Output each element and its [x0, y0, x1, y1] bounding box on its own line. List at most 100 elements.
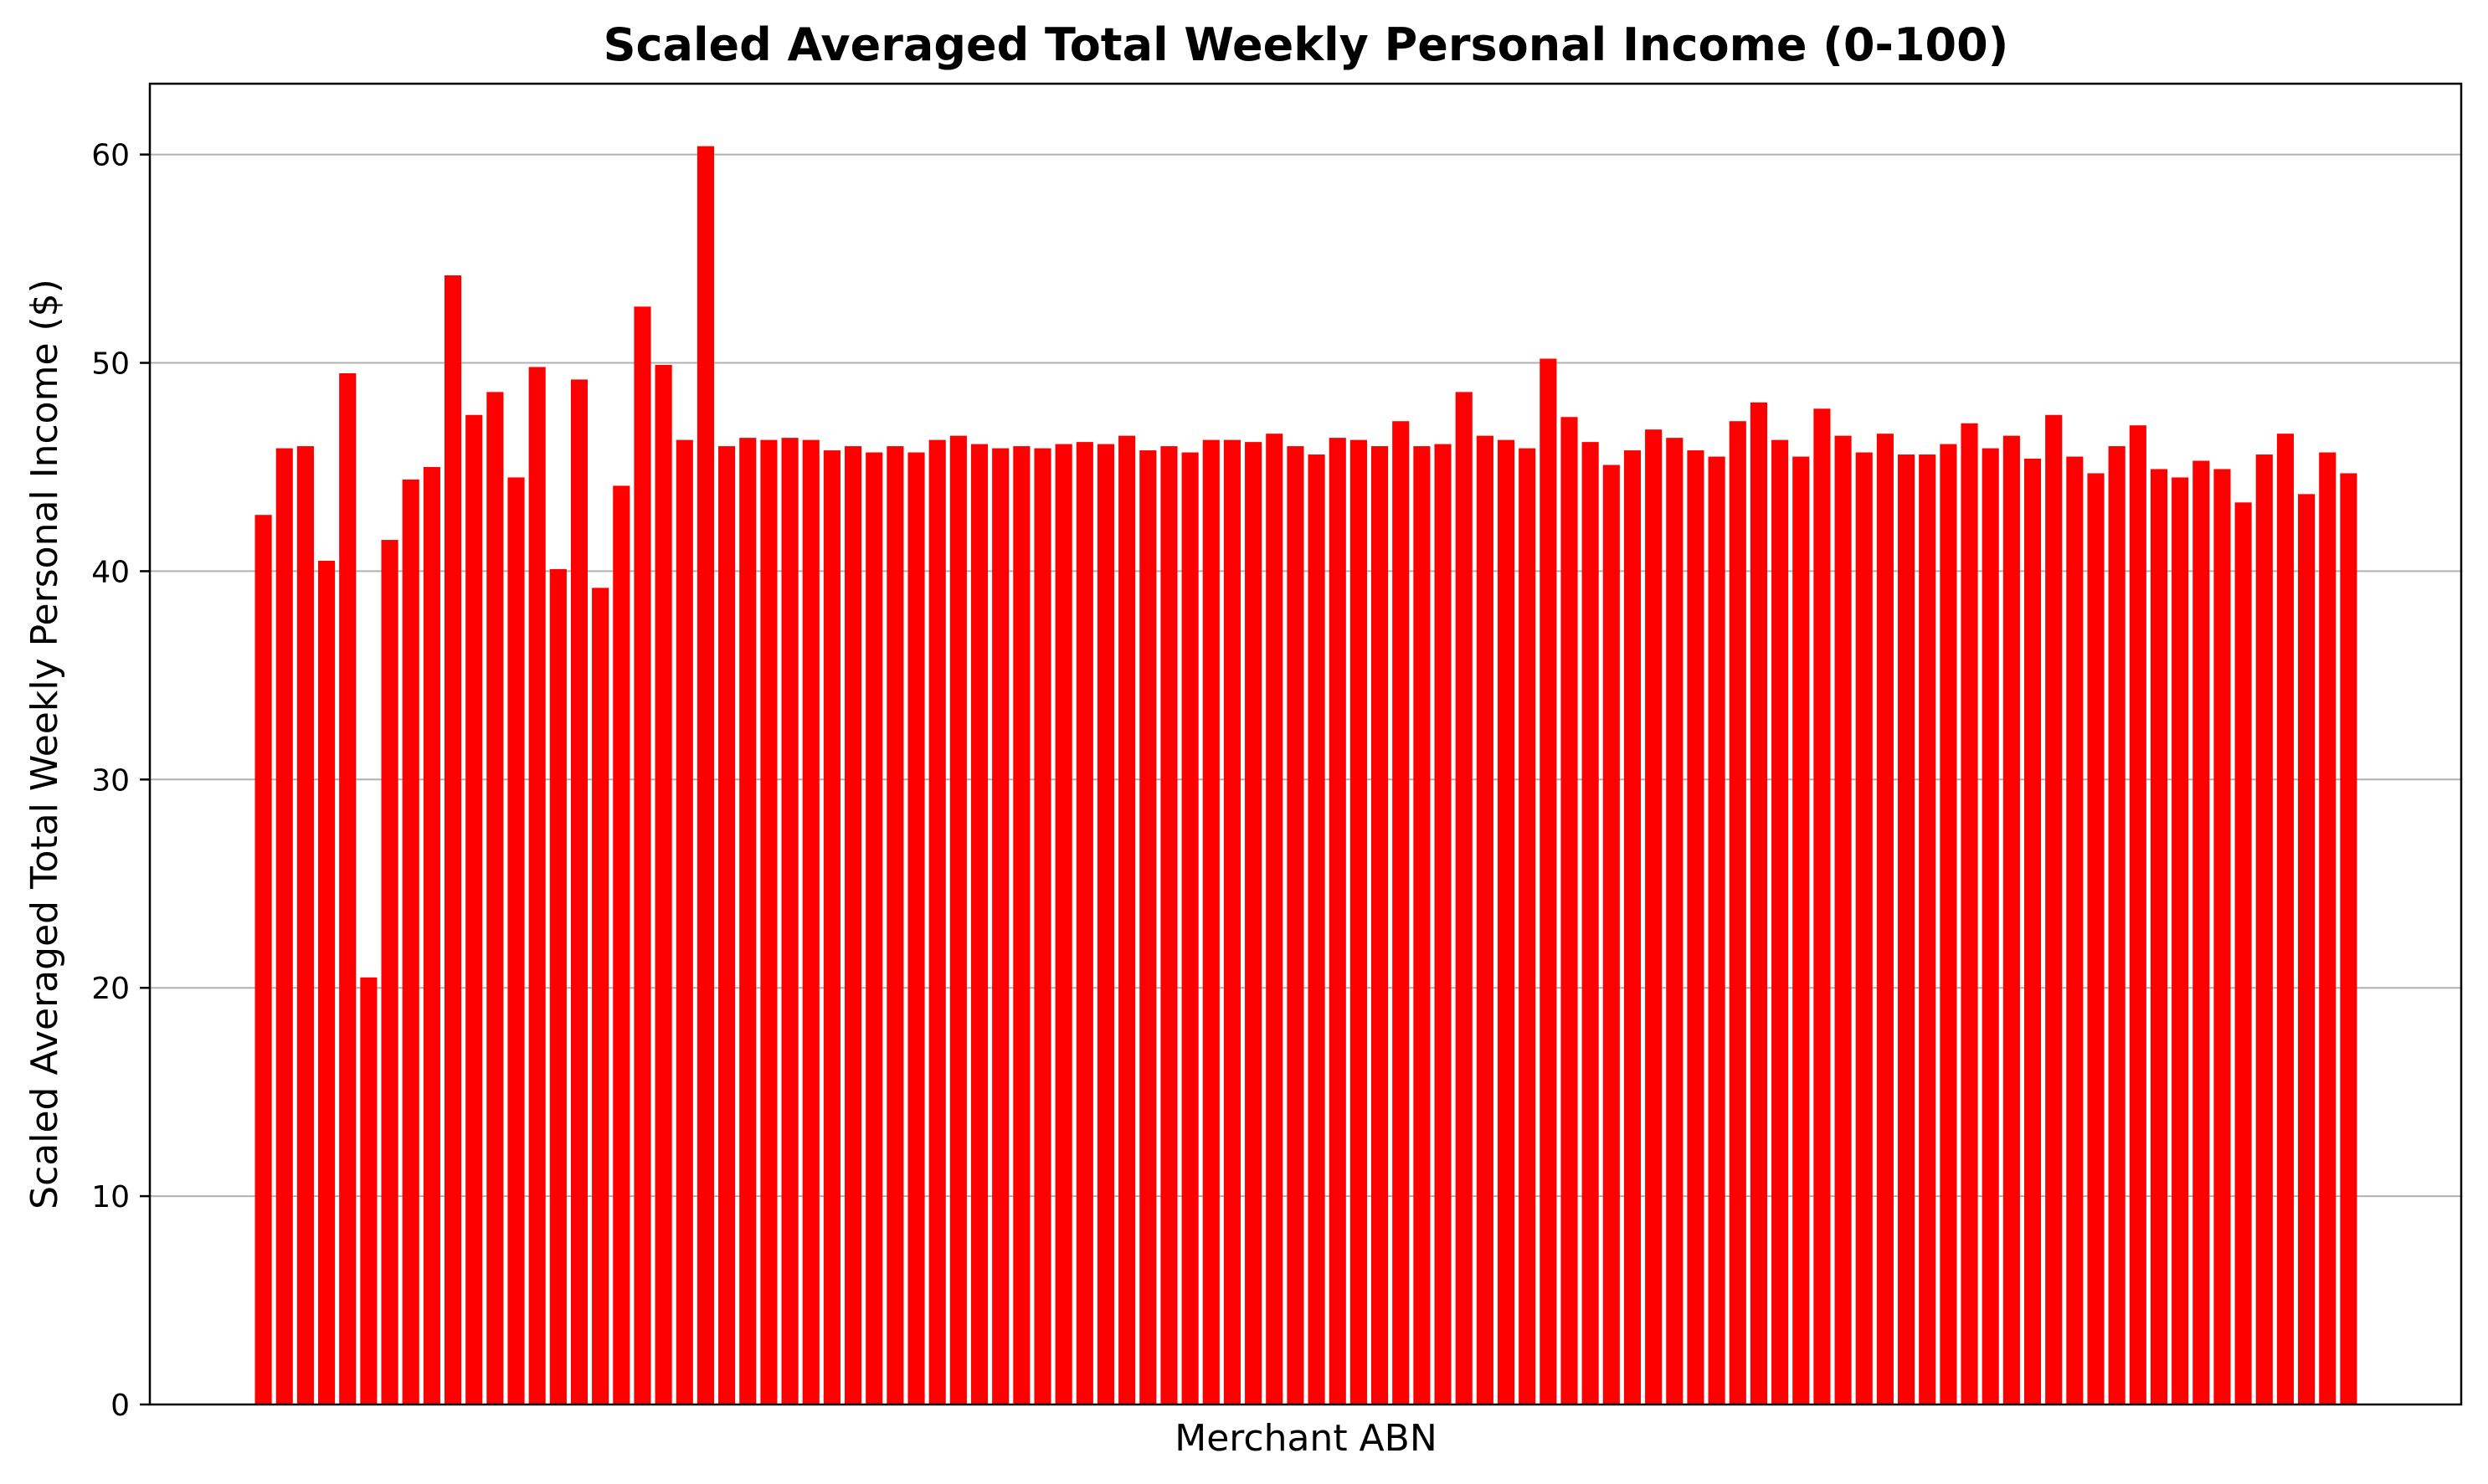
bar: [296, 446, 314, 1404]
bar: [1055, 444, 1072, 1404]
bar: [486, 392, 504, 1404]
bar: [718, 446, 736, 1404]
bar: [1540, 358, 1557, 1404]
bar: [1349, 439, 1367, 1404]
bar: [1898, 454, 1915, 1404]
bar: [2045, 414, 2063, 1404]
bar: [1181, 452, 1199, 1404]
bar: [907, 452, 925, 1404]
bar: [1034, 448, 1051, 1404]
bar: [781, 438, 799, 1404]
bar: [1792, 456, 1810, 1404]
bar: [1645, 429, 1663, 1405]
bar: [2276, 434, 2295, 1404]
bar: [1413, 446, 1431, 1404]
bar: [2298, 494, 2316, 1404]
y-tick-label: 50: [91, 347, 130, 382]
bar: [1729, 421, 1746, 1405]
bar: [970, 444, 989, 1404]
bar: [1118, 435, 1136, 1404]
bar: [655, 365, 672, 1404]
y-axis-label: Scaled Averaged Total Weekly Personal In…: [23, 279, 66, 1209]
bar: [1708, 456, 1725, 1404]
bar: [444, 275, 462, 1405]
bar: [2066, 456, 2084, 1404]
bar: [802, 439, 820, 1404]
x-axis-label: Merchant ABN: [1175, 1417, 1437, 1460]
bar: [2234, 502, 2252, 1404]
bar: [1308, 454, 1325, 1404]
plot-frame: [148, 82, 2463, 1406]
bar: [1076, 442, 1093, 1404]
bar: [1666, 438, 1684, 1404]
bar: [381, 540, 398, 1404]
y-tick-label: 20: [91, 972, 130, 1006]
bar: [2172, 477, 2189, 1405]
bar: [1623, 450, 1642, 1404]
bar: [423, 466, 440, 1404]
bar: [1519, 448, 1536, 1404]
bar: [2192, 460, 2210, 1404]
bar: [402, 479, 419, 1404]
bar: [2108, 446, 2126, 1404]
chart-title: Scaled Averaged Total Weekly Personal In…: [604, 18, 2009, 71]
bar: [1602, 465, 1620, 1404]
bar: [1813, 408, 1831, 1404]
bar: [360, 977, 378, 1404]
y-tick-label: 10: [91, 1180, 130, 1214]
bar: [949, 435, 967, 1404]
bar: [1139, 450, 1157, 1404]
bar: [1961, 423, 1978, 1405]
bar: [1834, 435, 1852, 1404]
bar: [2129, 425, 2146, 1405]
bar: [613, 485, 630, 1404]
bar: [1750, 402, 1768, 1404]
bar: [275, 448, 293, 1404]
bar: [1581, 442, 1599, 1404]
bar: [1097, 444, 1115, 1404]
y-tick-label: 60: [91, 139, 130, 173]
bar: [1497, 439, 1515, 1404]
bar: [1855, 452, 1873, 1404]
bar: [2150, 469, 2168, 1405]
y-axis-ticks: 0 10 20 30 40 50 60: [91, 139, 150, 1423]
y-tick-label: 30: [91, 763, 130, 798]
bar: [1245, 442, 1262, 1404]
bar: [1919, 454, 1936, 1404]
bar: [1371, 446, 1389, 1404]
bar: [2319, 452, 2336, 1404]
bar: [1329, 438, 1346, 1404]
bar: [570, 379, 589, 1405]
y-tick-label: 40: [91, 555, 130, 589]
bar: [1266, 434, 1283, 1404]
bar: [507, 477, 525, 1405]
y-tick-label: 0: [111, 1389, 130, 1423]
bar: [1160, 446, 1178, 1404]
bar: [2002, 435, 2020, 1404]
bar: [2023, 459, 2042, 1404]
bar: [465, 414, 483, 1404]
bar: [549, 568, 567, 1404]
bar: [592, 588, 609, 1404]
bar: [845, 446, 862, 1404]
bar: [1560, 417, 1578, 1405]
bar: [528, 367, 546, 1404]
bar: [1013, 446, 1031, 1404]
bar: [866, 452, 883, 1404]
bar: [2340, 473, 2357, 1405]
bar: [992, 448, 1010, 1404]
bar: [1687, 450, 1704, 1404]
bar: [697, 146, 715, 1404]
bar: [887, 446, 904, 1404]
bar: [676, 439, 693, 1404]
bar: [928, 439, 946, 1404]
bar: [2087, 473, 2105, 1405]
bar: [318, 560, 336, 1404]
bars: [254, 146, 2357, 1405]
bar: [1982, 448, 1999, 1404]
bar: [1876, 434, 1894, 1404]
bar: [739, 438, 757, 1404]
bar: [760, 439, 778, 1404]
